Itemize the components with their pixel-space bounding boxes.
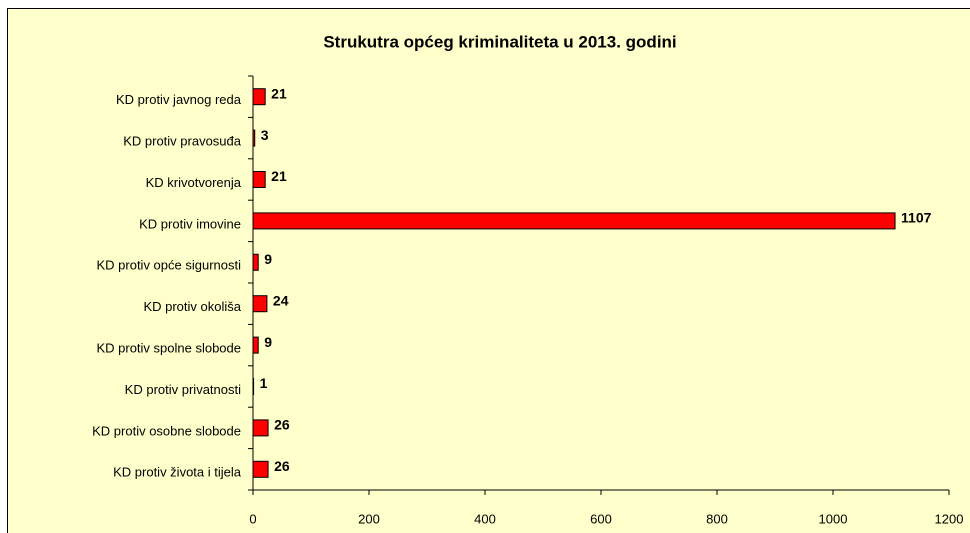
data-label: 26 [274, 458, 290, 474]
data-label: 21 [271, 168, 287, 184]
data-label: 9 [264, 334, 272, 350]
x-tick-label: 600 [590, 511, 612, 526]
bar [252, 253, 259, 271]
data-label: 3 [261, 127, 269, 143]
y-tick-label: KD protiv spolne slobode [96, 341, 241, 356]
x-tick-label: 1000 [819, 511, 848, 526]
x-tick-label: 800 [706, 511, 728, 526]
y-tick-label: KD protiv života i tijela [113, 465, 242, 480]
bar [252, 212, 896, 230]
y-tick-label: KD krivotvorenja [146, 175, 242, 190]
y-tick-label: KD protiv opće sigurnosti [96, 258, 241, 273]
bar [252, 171, 266, 188]
y-tick-label: KD protiv osobne slobode [92, 423, 241, 438]
bar [252, 129, 256, 147]
y-tick-label: KD protiv privatnosti [125, 382, 241, 397]
chart-title: Strukutra općeg kriminaliteta u 2013. go… [323, 32, 676, 51]
chart-area [7, 8, 970, 533]
data-label: 24 [273, 292, 289, 308]
bar [252, 336, 259, 354]
x-tick-label: 200 [358, 511, 380, 526]
x-tick-label: 400 [474, 511, 496, 526]
x-tick-label: 0 [249, 511, 256, 526]
y-tick-label: KD protiv pravosuđa [123, 134, 242, 149]
bar [252, 378, 255, 395]
bar [252, 460, 269, 478]
data-label: 9 [264, 251, 272, 267]
bar [252, 88, 266, 106]
data-label: 1107 [901, 210, 932, 226]
y-tick-label: KD protiv okoliša [143, 299, 241, 314]
bar [252, 419, 269, 437]
data-label: 21 [271, 85, 287, 101]
y-tick-label: KD protiv imovine [139, 216, 241, 231]
x-tick-label: 1200 [935, 511, 964, 526]
data-label: 1 [260, 375, 268, 391]
y-tick-label: KD protiv javnog reda [116, 92, 242, 107]
bar [252, 295, 268, 313]
data-label: 26 [274, 417, 290, 433]
